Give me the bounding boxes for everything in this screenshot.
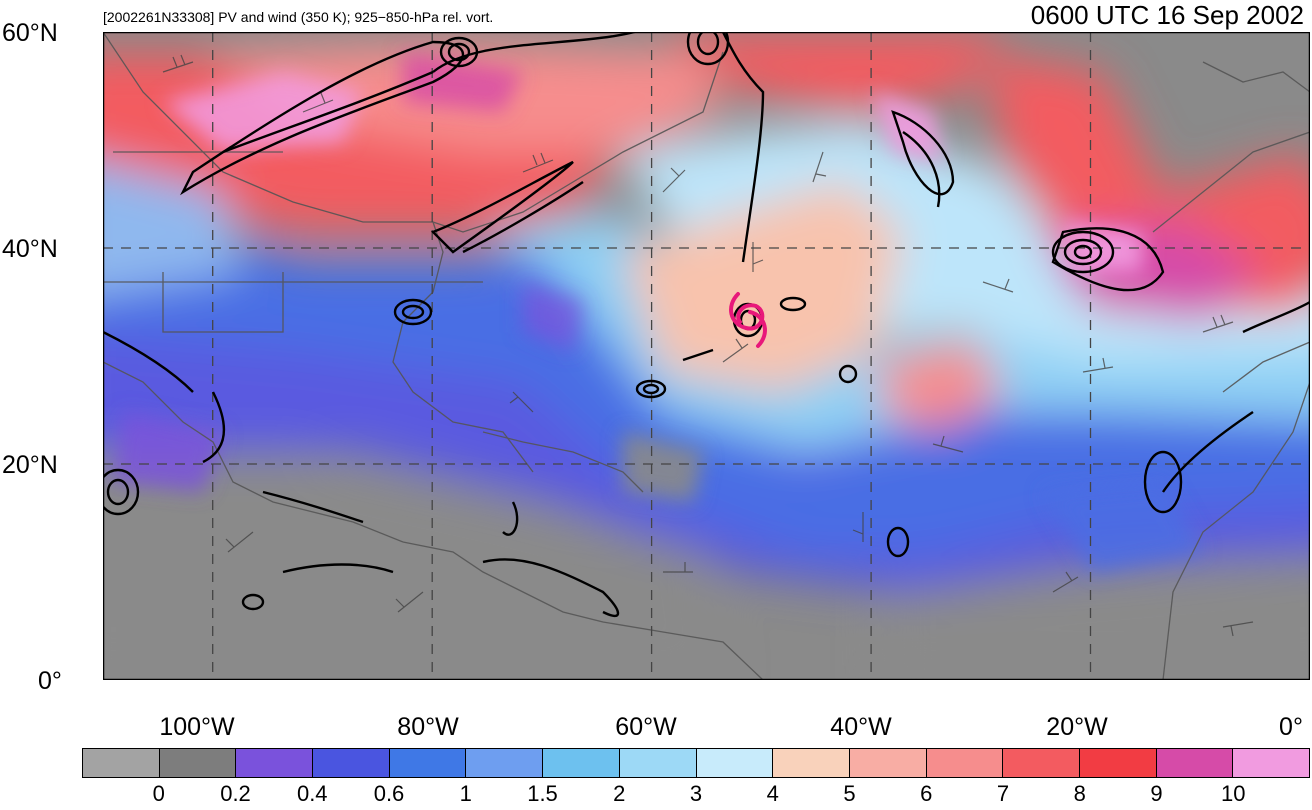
wind-barbs bbox=[162, 54, 1254, 637]
colorbar-label: 1 bbox=[459, 781, 472, 806]
colorbar-label: 2 bbox=[613, 781, 626, 806]
tropical-cyclone-icon bbox=[729, 292, 767, 348]
colorbar-cell bbox=[159, 749, 237, 777]
lat-label-40n: 40°N bbox=[2, 235, 58, 263]
colorbar-cell bbox=[696, 749, 774, 777]
colorbar-cell bbox=[313, 749, 390, 777]
lat-label-20n: 20°N bbox=[2, 451, 58, 479]
colorbar-label: 10 bbox=[1221, 781, 1246, 806]
colorbar-cell bbox=[1156, 749, 1234, 777]
colorbar-cell bbox=[1079, 749, 1157, 777]
colorbar-cell bbox=[83, 749, 160, 777]
lon-label-0: 0° bbox=[1279, 713, 1303, 741]
colorbar-label: 1.5 bbox=[527, 781, 558, 806]
colorbar-cell bbox=[466, 749, 544, 777]
map-border bbox=[103, 32, 1310, 680]
map-datetime: 0600 UTC 16 Sep 2002 bbox=[1030, 0, 1304, 30]
colorbar-cell bbox=[619, 749, 697, 777]
colorbar-label: 7 bbox=[996, 781, 1010, 806]
colorbar-label: 8 bbox=[1073, 781, 1086, 806]
vorticity-contours bbox=[103, 32, 1310, 618]
pv-colorbar bbox=[82, 748, 1310, 778]
colorbar-cell bbox=[1233, 749, 1309, 777]
lon-label-20w: 20°W bbox=[1046, 713, 1108, 741]
colorbar-cell bbox=[543, 749, 620, 777]
colorbar-label: 0.2 bbox=[220, 781, 251, 806]
colorbar-label: 4 bbox=[766, 781, 779, 806]
colorbar-label: 0.4 bbox=[296, 781, 328, 806]
colorbar-cell bbox=[236, 749, 314, 777]
colorbar-cell bbox=[849, 749, 927, 777]
colorbar-cell bbox=[773, 749, 850, 777]
colorbar-cell bbox=[926, 749, 1004, 777]
colorbar-cell bbox=[389, 749, 467, 777]
map-subtitle: [2002261N33308] PV and wind (350 K); 925… bbox=[103, 9, 494, 25]
map-panel bbox=[103, 32, 1310, 680]
graticule bbox=[103, 32, 1310, 680]
pv-field bbox=[103, 32, 1310, 680]
lon-label-80w: 80°W bbox=[397, 713, 459, 741]
map-svg bbox=[103, 32, 1310, 680]
colorbar-label: 0 bbox=[152, 781, 165, 806]
colorbar-label: 6 bbox=[920, 781, 933, 806]
lon-label-100w: 100°W bbox=[159, 713, 235, 741]
lon-label-60w: 60°W bbox=[615, 713, 677, 741]
lat-label-60n: 60°N bbox=[2, 19, 58, 47]
colorbar-label: 3 bbox=[689, 781, 703, 806]
lon-label-40w: 40°W bbox=[830, 713, 892, 741]
coastlines bbox=[103, 32, 1310, 680]
colorbar-label: 5 bbox=[843, 781, 856, 806]
colorbar-label: 0.6 bbox=[373, 781, 405, 806]
lat-label-0: 0° bbox=[38, 667, 62, 695]
colorbar-cell bbox=[1003, 749, 1080, 777]
colorbar-label: 9 bbox=[1150, 781, 1163, 806]
